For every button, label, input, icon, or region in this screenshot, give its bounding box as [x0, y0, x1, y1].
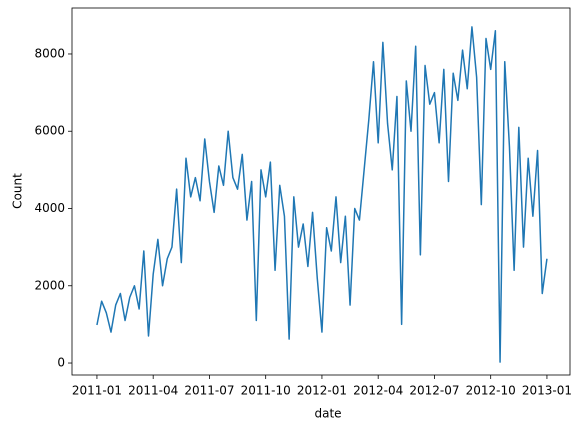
data-line	[96, 26, 548, 363]
y-tick-label: 8000	[34, 46, 65, 60]
x-tick-label: 2012-04	[353, 384, 403, 398]
x-tick-label: 2012-10	[466, 384, 516, 398]
x-tick-label: 2011-01	[72, 384, 122, 398]
y-tick-label: 2000	[34, 278, 65, 292]
x-tick-label: 2012-01	[297, 384, 347, 398]
y-axis-label: Count	[11, 173, 25, 209]
x-tick-label: 2013-01	[522, 384, 572, 398]
y-tick-label: 4000	[34, 201, 65, 215]
y-tick-label: 6000	[34, 124, 65, 138]
plot-frame	[71, 7, 571, 376]
x-tick-label: 2011-04	[128, 384, 178, 398]
x-tick-label: 2011-07	[184, 384, 234, 398]
x-tick-label: 2012-07	[409, 384, 459, 398]
y-tick-label: 0	[57, 356, 65, 370]
x-tick-label: 2011-10	[241, 384, 291, 398]
x-axis-label: date	[314, 407, 341, 421]
